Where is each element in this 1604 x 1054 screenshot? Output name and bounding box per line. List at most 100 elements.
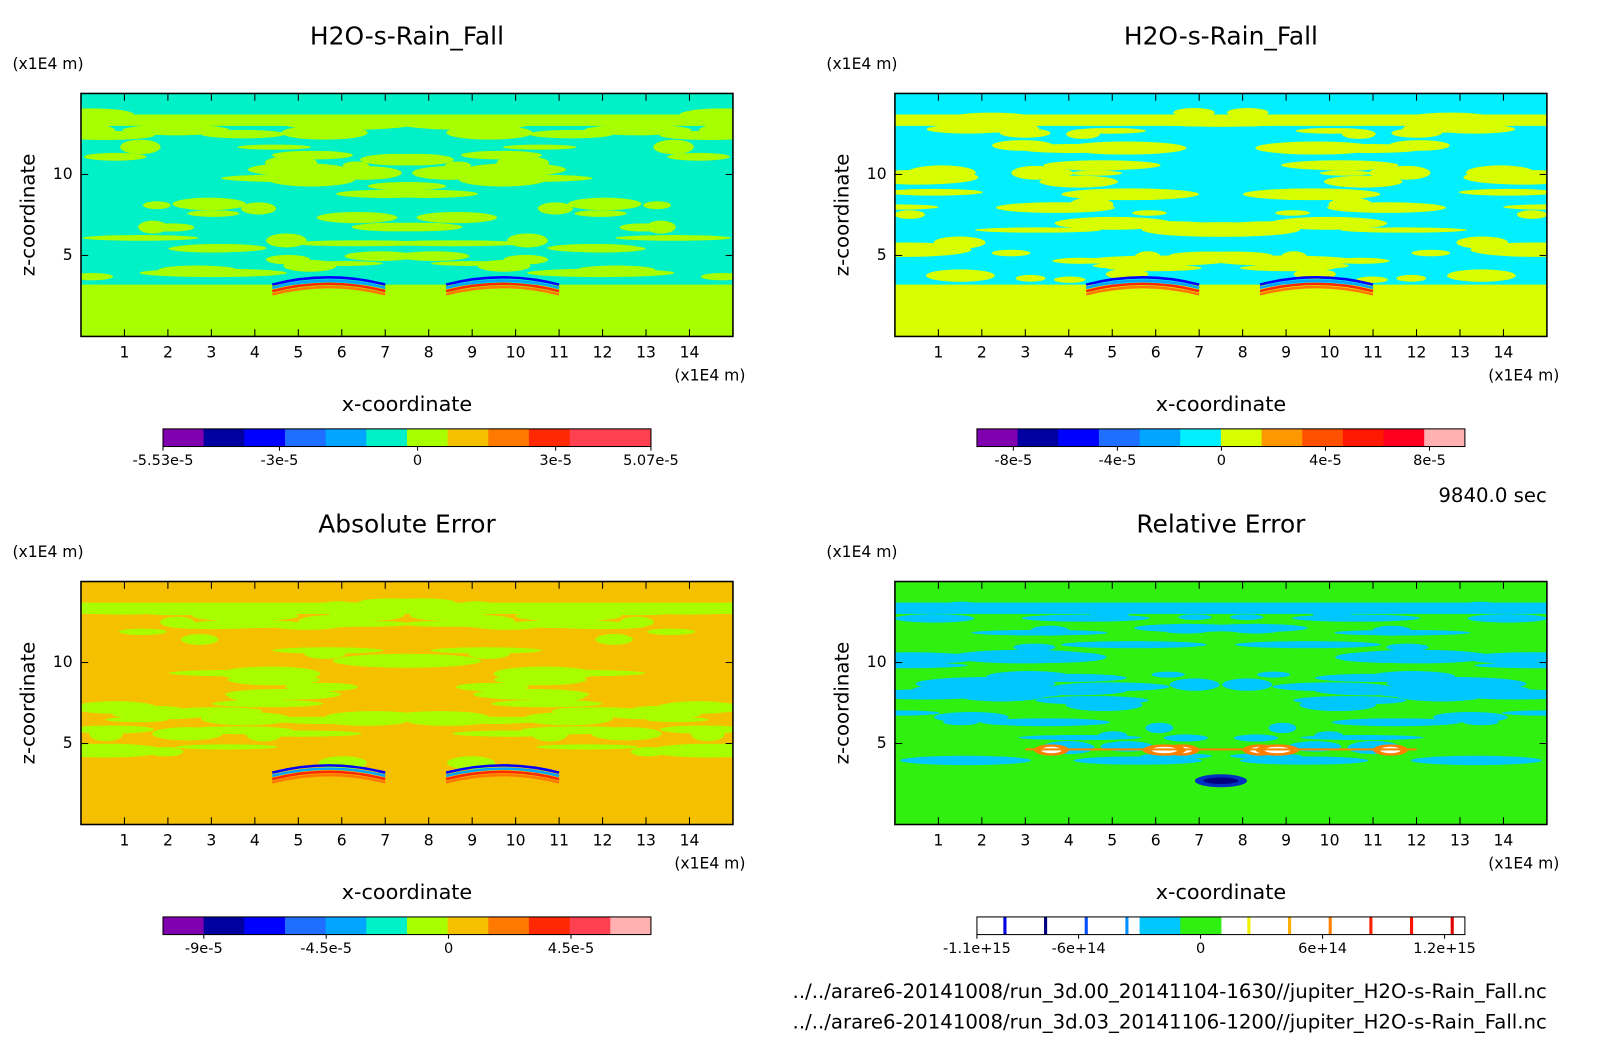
contour-region (302, 261, 384, 266)
contour-region (1070, 170, 1122, 176)
x-tick-label: 14 (680, 832, 700, 850)
contour-region (1275, 210, 1310, 216)
contour-region (160, 616, 195, 628)
x-tick-label: 5 (1107, 344, 1117, 362)
contour-region (181, 634, 219, 645)
contour-region (1010, 124, 1040, 133)
colorbar-bin (1058, 428, 1100, 447)
y-unit: (x1E4 m) (12, 55, 83, 73)
x-tick-label: 6 (337, 832, 347, 850)
contour-region (271, 150, 353, 160)
y-axis-label: z-coordinate (17, 642, 40, 765)
contour-region (1259, 276, 1374, 286)
y-axis-label: z-coordinate (17, 154, 40, 277)
contour-region (430, 261, 511, 266)
contour-region (1098, 731, 1128, 740)
contour-region (493, 666, 594, 681)
contour-region (265, 254, 311, 265)
contour-region (700, 272, 733, 281)
contour-region (1025, 748, 1417, 751)
colorbar-bin (1220, 428, 1263, 447)
contour-region (1372, 625, 1412, 636)
contour-region (271, 770, 386, 781)
contour-region (956, 684, 988, 699)
contour-region (80, 602, 733, 614)
contour-region (1229, 614, 1264, 620)
x-tick-label: 2 (977, 344, 987, 362)
contour-region (1363, 603, 1391, 609)
contour-region (1306, 162, 1386, 171)
colorbar-tick-label: 8e-5 (1413, 453, 1446, 469)
contour-region (200, 129, 285, 139)
contour-region (1069, 197, 1114, 212)
contour-region (1001, 651, 1107, 663)
contour-region (584, 124, 692, 136)
contour-region (80, 284, 733, 337)
contour-region (1388, 140, 1450, 151)
contour-region (1328, 197, 1373, 212)
contour-region (342, 161, 370, 170)
contour-region (503, 254, 549, 265)
contour-region (105, 717, 169, 723)
x-tick-label: 7 (380, 832, 390, 850)
contour-region (1054, 216, 1172, 230)
colorbar-frame (162, 428, 652, 448)
contour-region (1169, 678, 1220, 691)
contour-region (1402, 124, 1432, 133)
contour-region (1011, 165, 1060, 180)
contour-region (412, 166, 488, 180)
contour-region (80, 743, 165, 758)
contour-region (325, 166, 402, 180)
contour-region (271, 773, 386, 784)
x-tick-label: 9 (467, 344, 477, 362)
contour-region (653, 139, 694, 155)
contour-region (1013, 643, 1056, 651)
x-tick-label: 11 (549, 832, 569, 850)
x-unit: (x1E4 m) (674, 366, 745, 384)
contour-region (643, 201, 672, 210)
colorbar-bin (569, 428, 611, 447)
chart-title: Relative Error (1136, 509, 1306, 538)
x-tick-label: 3 (1020, 344, 1030, 362)
contour-region (82, 235, 199, 241)
contour-region (329, 609, 405, 621)
contour-region (1314, 731, 1344, 740)
contour-region (1340, 227, 1468, 233)
contour-region (1335, 651, 1440, 663)
x-tick-label: 13 (1450, 832, 1470, 850)
contour-region (1396, 274, 1427, 282)
contour-region (659, 130, 733, 140)
contour-region (131, 607, 227, 616)
x-tick-label: 14 (1494, 344, 1514, 362)
contour-field (80, 581, 733, 825)
contour-region (1085, 282, 1200, 293)
contour-region (647, 628, 696, 635)
contour-region (1259, 285, 1374, 296)
contour-region (187, 210, 240, 217)
contour-region (991, 249, 1031, 257)
contour-region (605, 709, 702, 720)
contour-region (455, 601, 497, 613)
x-axis-label: x-coordinate (342, 392, 472, 416)
x-tick-label: 3 (206, 832, 216, 850)
contour-region (80, 130, 155, 140)
contour-region (1085, 279, 1200, 290)
contour-region (1131, 210, 1167, 216)
x-tick-label: 6 (1151, 344, 1161, 362)
colorbar-bin (1098, 428, 1141, 447)
contour-region (1006, 673, 1127, 682)
colorbar-tick-label: 6e+14 (1298, 941, 1347, 957)
contour-region (630, 747, 666, 757)
colorbar-bin (610, 916, 652, 935)
colorbar-bin (1003, 916, 1007, 935)
x-tick-label: 6 (1151, 832, 1161, 850)
y-tick-label: 10 (53, 165, 73, 183)
colorbar-bin (203, 428, 245, 447)
colorbar-bin (1302, 428, 1344, 447)
contour-region (271, 285, 386, 296)
chart-title: H2O-s-Rain_Fall (310, 21, 504, 50)
contour-region (378, 153, 454, 166)
contour-region (1073, 756, 1203, 765)
contour-region (80, 272, 114, 281)
